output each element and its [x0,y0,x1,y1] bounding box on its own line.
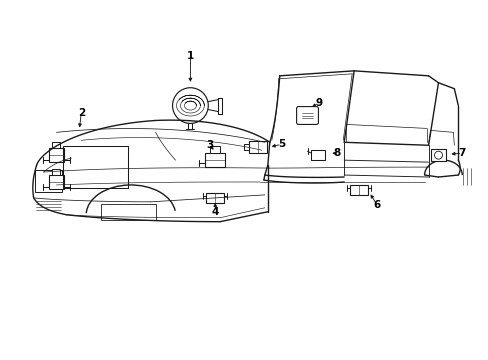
Text: 1: 1 [186,51,194,61]
FancyBboxPatch shape [296,107,318,125]
Bar [101,204,155,220]
Bar [349,185,367,195]
Bar [52,142,61,148]
Text: 5: 5 [278,139,285,149]
Text: 6: 6 [372,200,380,210]
Bar [244,144,248,150]
Bar [35,170,62,192]
Text: 3: 3 [206,140,213,150]
Bar [210,146,220,153]
Bar [52,169,61,175]
Bar [48,148,64,162]
Text: 2: 2 [78,108,85,117]
Text: 4: 4 [211,207,219,217]
Text: 9: 9 [315,98,322,108]
Text: 8: 8 [333,148,340,158]
Bar [63,146,128,188]
Bar [248,141,266,153]
Bar [205,153,224,167]
Bar [311,150,325,160]
Text: 7: 7 [458,148,465,158]
Bar [429,149,446,161]
Bar [206,193,224,203]
Bar [48,175,64,189]
